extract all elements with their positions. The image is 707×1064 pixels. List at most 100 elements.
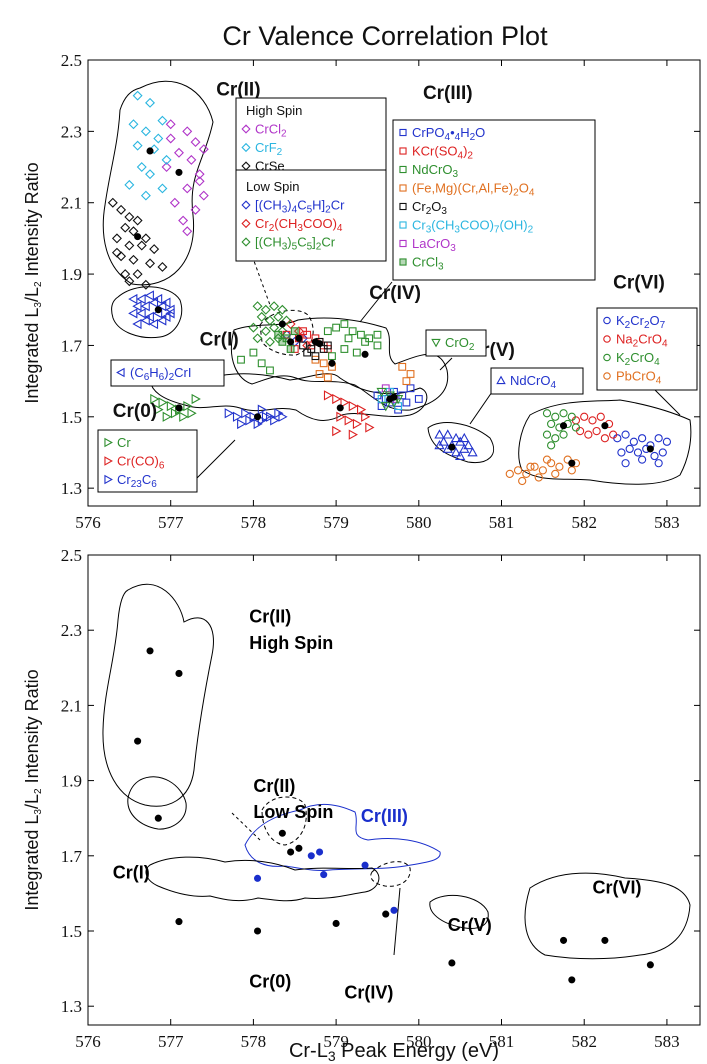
top-region-outlines (102, 80, 692, 485)
top-point-ndcro3 (340, 345, 349, 353)
formula-part: COO) (303, 216, 337, 231)
top-data-markers (107, 90, 672, 486)
top-point-cr-co-6 (365, 422, 375, 433)
top-x-tick-label: 578 (241, 513, 267, 532)
top-point-crcl2 (182, 126, 193, 137)
legend-marker-pbcro4 (603, 372, 611, 380)
legend-header-low-spin: Low Spin (246, 179, 299, 194)
formula-part: Cr (117, 435, 131, 450)
top-point-ndcro4 (467, 447, 478, 457)
top-point-cr23c6 (257, 404, 268, 415)
top-point-ndcro3 (237, 355, 245, 364)
formula-part: CrI (174, 365, 191, 380)
legend-label-crf2: CrF2 (255, 140, 283, 158)
top-point-kcr-so4-2 (290, 345, 299, 353)
legend-marker-cr3-ch3coo-7-oh-2 (399, 221, 407, 229)
top-point-c6h6-2cri (132, 318, 142, 330)
legend-marker-cr (104, 437, 113, 448)
top-point-crse (120, 269, 131, 280)
formula-part: 2 (269, 223, 275, 234)
top-point-crcl3 (290, 327, 299, 336)
top-point-averages (336, 404, 344, 412)
top-point-ndcro3 (249, 348, 258, 357)
top-point-crcl2 (198, 144, 209, 155)
bottom-y-tick-label: 2.1 (61, 696, 82, 715)
formula-part: 2 (470, 132, 476, 143)
bottom-point-averages (559, 936, 568, 944)
legend-cr0-box (97, 429, 198, 493)
top-point-averages (646, 445, 654, 453)
formula-part: 4 (337, 223, 343, 234)
bottom-x-tick-label: 581 (489, 1032, 515, 1051)
top-point-cr-co-6 (336, 411, 346, 422)
top-point-k2cr2o7 (617, 448, 626, 457)
top-point-averages (146, 147, 154, 155)
top-y-tick-label: 2.3 (61, 122, 82, 141)
top-point-pbcro4 (563, 455, 572, 464)
top-point-c6h6-2cri (128, 293, 138, 305)
top-point-na2cro4 (609, 430, 618, 439)
legend-marker-crcl2 (241, 124, 251, 134)
top-point-na2cro4 (596, 412, 605, 421)
group-label-cr-iv: Cr(IV) (369, 283, 421, 304)
legend-marker-crcl3 (399, 258, 407, 266)
top-point-ch3-5c5-2cr (273, 333, 284, 344)
top-point-cr-co-6 (323, 390, 334, 401)
top-point-averages (448, 443, 456, 451)
legend-cr4-box (425, 329, 487, 357)
top-point-c6h6-2cri (165, 308, 175, 319)
region-cr5 (429, 894, 489, 929)
top-x-tick-label: 579 (323, 513, 349, 532)
top-point-k2cr2o7 (633, 448, 643, 457)
top-point-crse (136, 240, 147, 251)
top-point-ch3-5c5-2cr (248, 322, 259, 333)
formula-part: Cr(CO) (117, 454, 159, 469)
top-point-ndcro3 (344, 334, 353, 343)
top-x-tick-label: 577 (158, 513, 184, 532)
top-point-ndcro3 (348, 327, 357, 336)
top-point-k2cro4 (547, 441, 556, 450)
top-point-ndcro4 (438, 436, 449, 446)
top-point-ch3-5c5-2cr (256, 311, 267, 322)
top-point-crse (132, 269, 143, 280)
top-point-k2cro4 (551, 434, 560, 443)
formula-part: CrPO (412, 125, 445, 140)
top-point-crf2 (161, 154, 172, 165)
top-point-c6h6-2cri (144, 290, 154, 301)
top-point-crse (140, 233, 151, 244)
legend-marker-cro2 (431, 338, 441, 348)
top-point-cr (158, 397, 168, 408)
formula-part: 5 (307, 205, 313, 216)
legend-label-cr2-ch3coo-4: Cr2(CH3COO)4 (255, 216, 343, 234)
bottom-axes: 576 577 578 579 580 581 582 583 1.3 1.5 1.7 1.9 2.1 2… (22, 546, 700, 1051)
top-point-ndcro3 (357, 330, 365, 339)
top-point-ndcro4 (450, 447, 462, 457)
bottom-y-tick-label: 1.5 (61, 922, 82, 941)
top-point-crcl3 (274, 330, 283, 339)
formula-part: LaCrO (412, 236, 450, 251)
group-label-cr-0: Cr(0) (113, 401, 157, 422)
bottom-x-tick-label: 579 (323, 1032, 349, 1051)
formula-part: 4 (550, 380, 556, 391)
formula-part: 3 (441, 206, 447, 217)
legend-label-cr: Cr (117, 435, 131, 450)
legend-marker-ndcro3 (399, 165, 407, 174)
top-point-pbcro4 (518, 476, 527, 486)
top-point-averages (175, 168, 183, 176)
bottom-x-tick-label: 576 (75, 1032, 101, 1051)
top-point-crcl2 (165, 119, 176, 130)
formula-part: ) (463, 144, 467, 159)
top-point-crf2 (132, 90, 143, 101)
region-label-cr-vi: Cr(VI) (592, 877, 641, 897)
top-panel: 576 577 578 579 580 581 582 5831.31.51.71.92.12… (22, 51, 701, 532)
top-point-crcl3 (286, 345, 295, 353)
top-point-cr23c6 (245, 415, 255, 426)
formula-part: Cr (331, 198, 345, 213)
top-point-crse (107, 197, 118, 208)
top-series-pbcro4 (505, 455, 581, 486)
top-point-c6h6-2cri (148, 318, 159, 330)
top-point-crse (124, 240, 135, 251)
top-series-k2cro4 (542, 409, 581, 450)
